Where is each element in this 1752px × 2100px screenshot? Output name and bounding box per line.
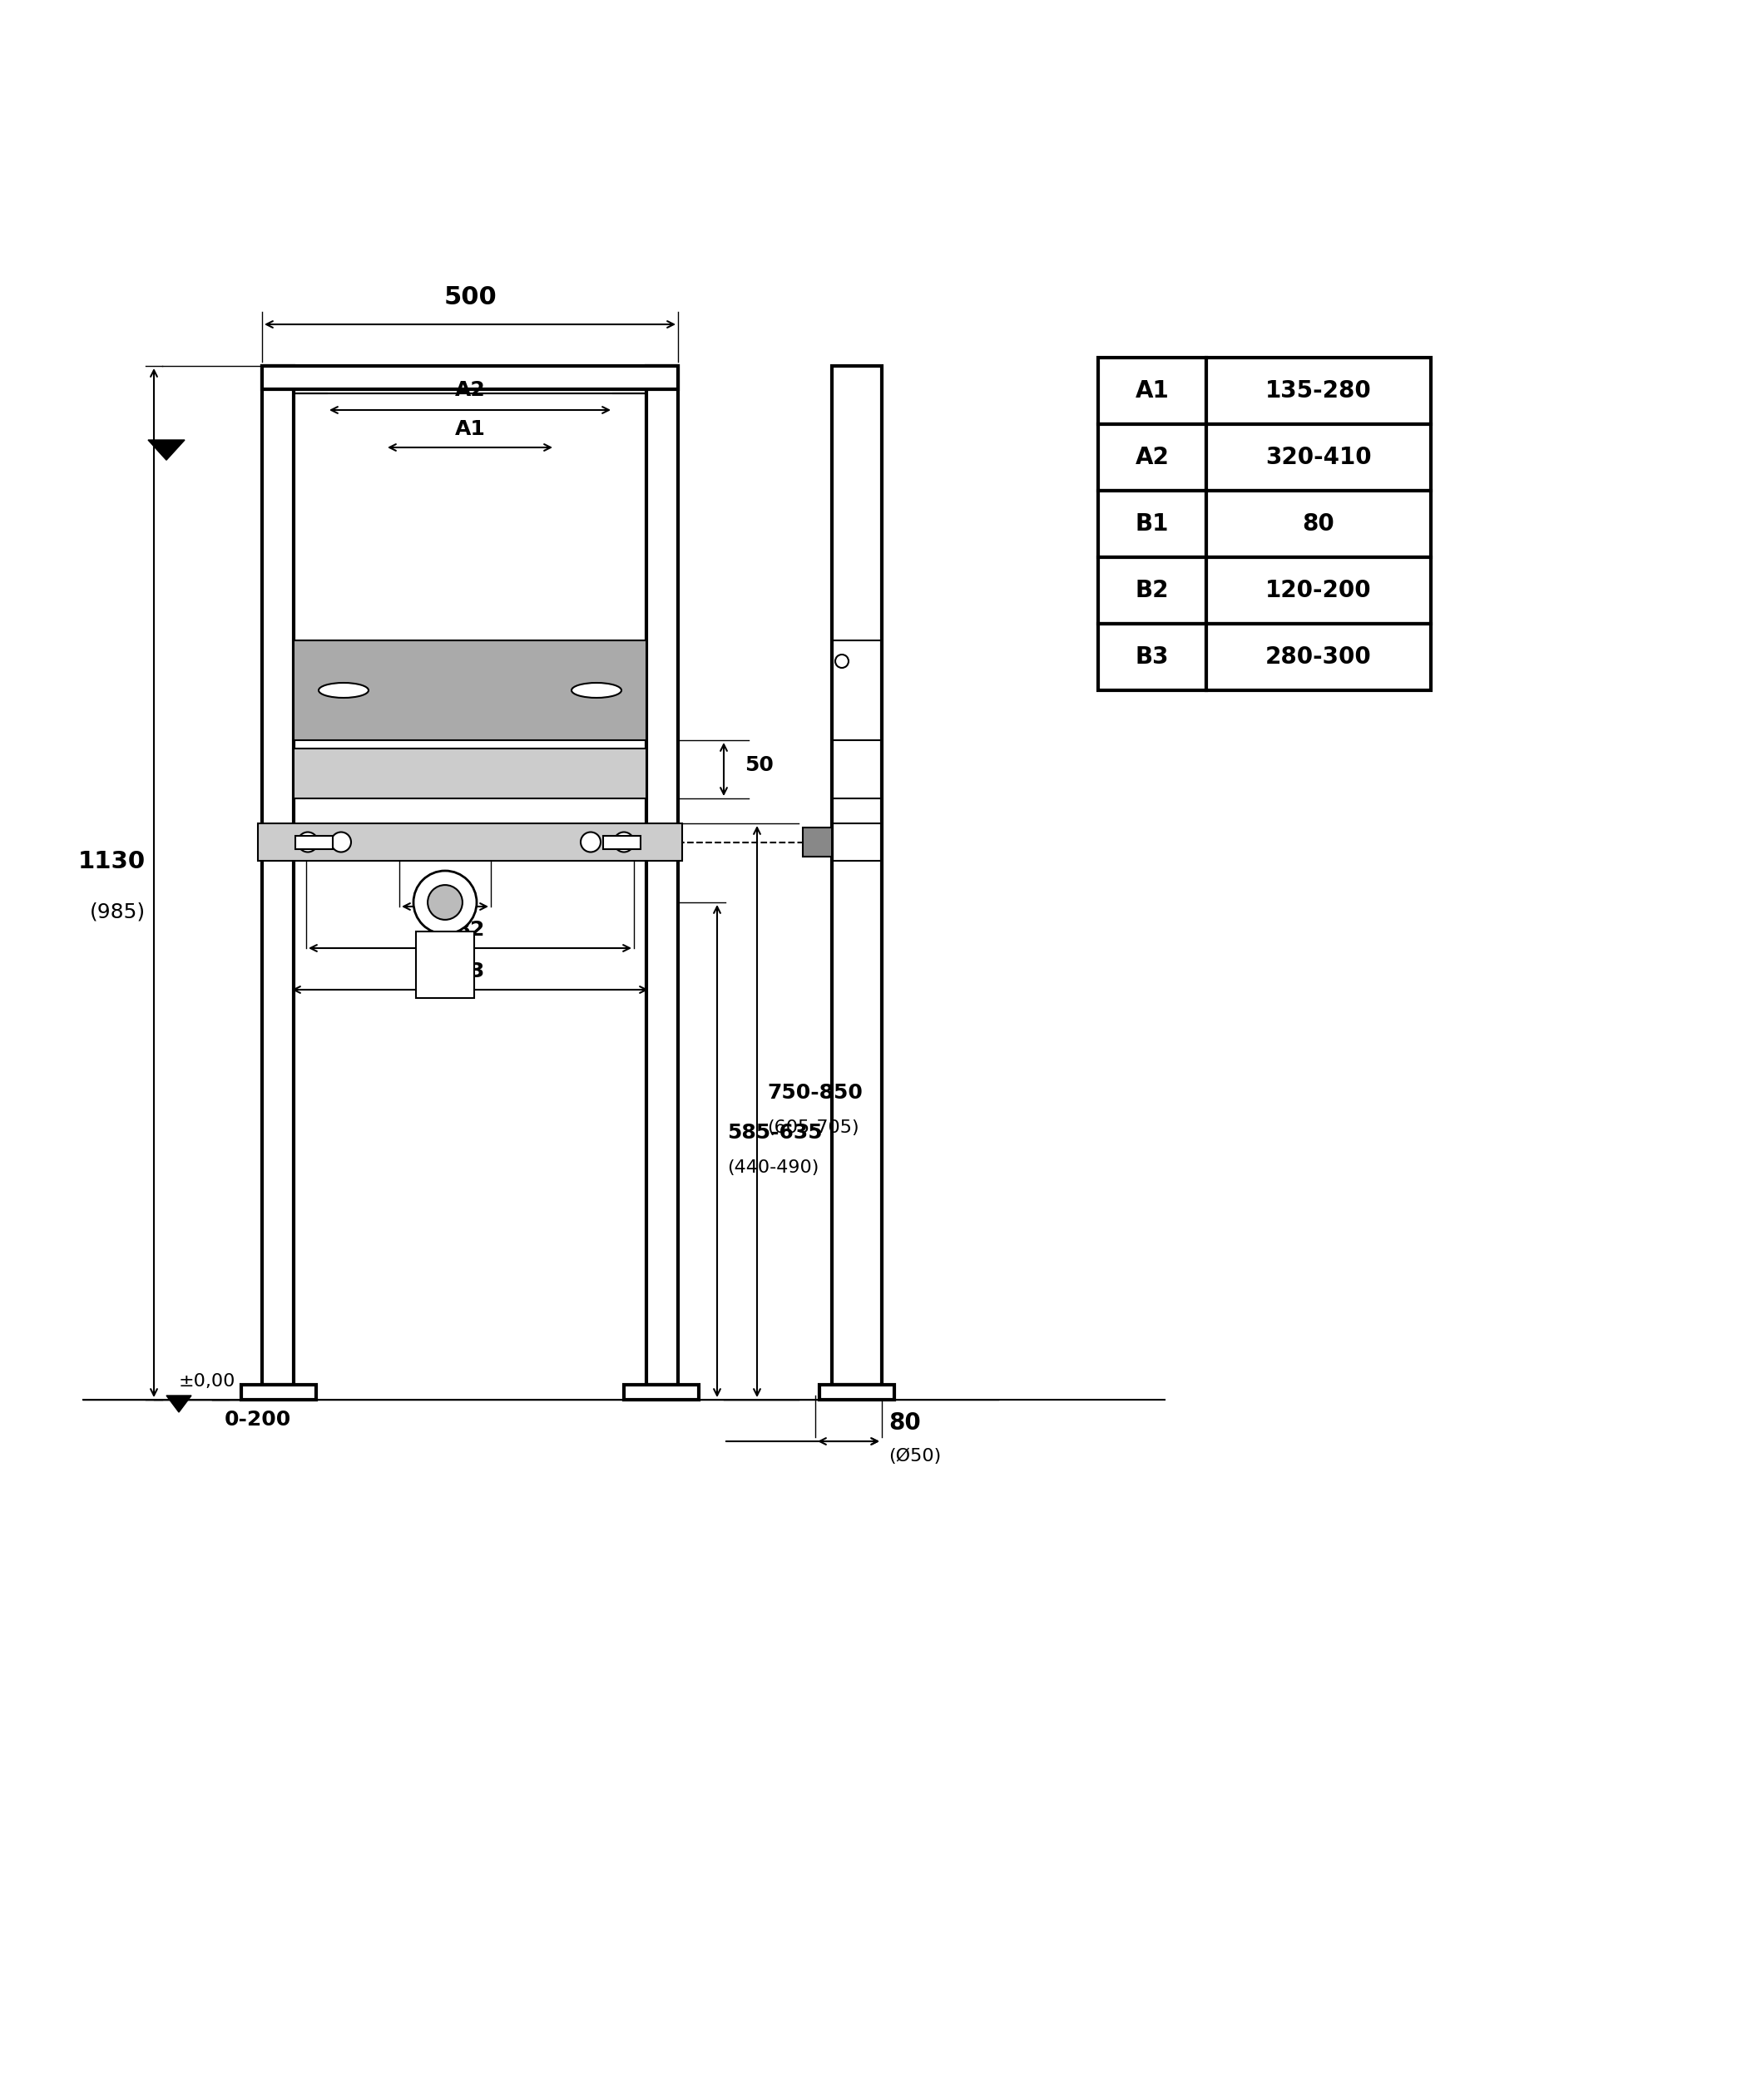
Text: (985): (985) <box>89 903 145 922</box>
Text: 80: 80 <box>1302 512 1335 536</box>
Text: B1: B1 <box>429 878 461 899</box>
Ellipse shape <box>319 682 368 697</box>
Text: 585-635: 585-635 <box>727 1124 822 1142</box>
Text: A1: A1 <box>1135 380 1169 403</box>
Bar <box>294 640 646 739</box>
Bar <box>296 836 333 848</box>
Bar <box>802 827 832 857</box>
Text: 1130: 1130 <box>79 850 145 874</box>
Text: ±0,00: ±0,00 <box>179 1373 237 1390</box>
Text: (605-705): (605-705) <box>767 1119 858 1136</box>
Text: B3: B3 <box>1135 645 1169 668</box>
Bar <box>294 393 646 640</box>
Bar <box>1207 357 1431 424</box>
Circle shape <box>836 655 848 668</box>
Bar <box>820 1384 894 1401</box>
Bar <box>263 365 294 1384</box>
Bar <box>624 1384 699 1401</box>
Bar <box>1099 491 1207 556</box>
Text: 120-200: 120-200 <box>1265 580 1372 603</box>
Bar <box>646 365 678 1384</box>
Text: (Ø50): (Ø50) <box>888 1449 941 1464</box>
Bar <box>258 823 682 861</box>
Bar <box>603 836 641 848</box>
Text: 50: 50 <box>745 756 774 775</box>
Bar <box>1099 624 1207 691</box>
Bar <box>1099 424 1207 491</box>
Text: A2: A2 <box>1135 445 1169 468</box>
Polygon shape <box>149 441 184 460</box>
Text: A1: A1 <box>456 420 485 439</box>
Text: 135-280: 135-280 <box>1265 380 1372 403</box>
Text: 750-850: 750-850 <box>767 1084 862 1102</box>
Text: 0-200: 0-200 <box>224 1409 291 1430</box>
Text: 500: 500 <box>443 286 496 309</box>
Circle shape <box>298 832 317 853</box>
Bar <box>263 365 678 388</box>
Bar <box>415 932 475 997</box>
Bar <box>1099 357 1207 424</box>
Text: B3: B3 <box>456 962 485 981</box>
Circle shape <box>331 832 350 853</box>
Circle shape <box>413 872 477 934</box>
Text: 80: 80 <box>888 1411 922 1434</box>
Text: 280-300: 280-300 <box>1265 645 1372 668</box>
Text: B1: B1 <box>1135 512 1169 536</box>
Bar <box>1207 424 1431 491</box>
Ellipse shape <box>571 682 622 697</box>
Bar <box>294 748 646 798</box>
Circle shape <box>580 832 601 853</box>
Text: A2: A2 <box>456 380 485 399</box>
Bar <box>832 365 881 1384</box>
Text: (440-490): (440-490) <box>727 1159 818 1176</box>
Circle shape <box>427 884 463 920</box>
Text: 320-410: 320-410 <box>1265 445 1372 468</box>
Text: B2: B2 <box>456 920 485 941</box>
Polygon shape <box>166 1396 191 1411</box>
Text: B2: B2 <box>1135 580 1169 603</box>
Bar <box>1207 624 1431 691</box>
Bar <box>1207 491 1431 556</box>
Bar <box>1207 556 1431 624</box>
Bar <box>242 1384 315 1401</box>
Bar <box>1099 556 1207 624</box>
Circle shape <box>613 832 634 853</box>
